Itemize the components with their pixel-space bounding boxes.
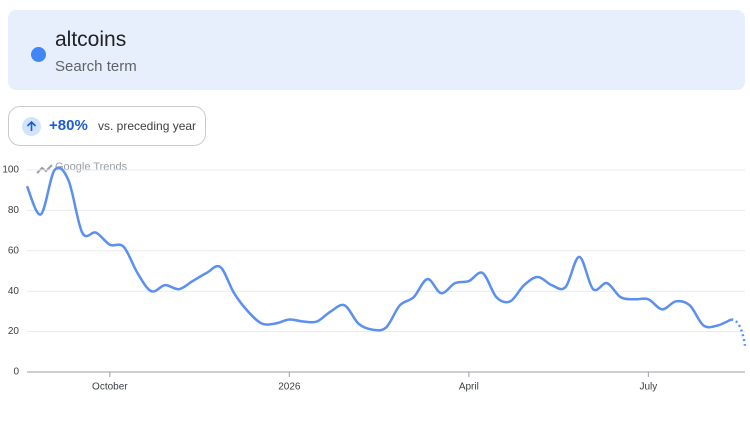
watermark: Google Trends — [55, 161, 128, 173]
y-tick-label: 40 — [8, 286, 20, 297]
x-tick-label: 2026 — [278, 382, 301, 393]
y-tick-label: 20 — [8, 326, 20, 337]
change-label: vs. preceding year — [98, 119, 197, 133]
y-tick-label: 60 — [8, 245, 20, 256]
comparison-badge: +80% vs. preceding year — [8, 106, 206, 146]
x-tick-label: July — [639, 382, 657, 393]
series-dot — [31, 47, 46, 62]
arrow-icon — [22, 117, 41, 136]
y-tick-label: 100 — [2, 165, 19, 176]
y-tick-label: 80 — [8, 205, 20, 216]
search-term-card: altcoins Search term — [8, 10, 745, 90]
x-tick-label: October — [92, 382, 128, 393]
partial-trend-line — [730, 318, 747, 346]
change-value: +80% — [49, 117, 88, 134]
trend-line — [25, 166, 732, 332]
search-term-subtitle: Search term — [55, 58, 137, 75]
trends-logo — [36, 164, 53, 174]
search-term: altcoins — [55, 28, 127, 51]
chart: Google Trends 0 20 40 60 80 100 October 2026 Apr… — [2, 161, 747, 393]
y-tick-label: 0 — [13, 367, 19, 378]
x-tick-label: April — [459, 382, 479, 393]
arrow-glyph — [26, 120, 37, 131]
